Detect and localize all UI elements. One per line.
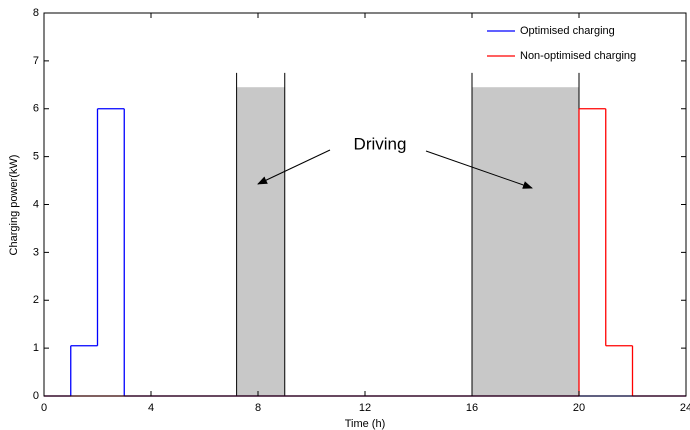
arrow	[257, 149, 331, 185]
y-tick-label: 5	[33, 151, 39, 163]
y-tick-label: 2	[33, 294, 39, 306]
arrow	[425, 150, 533, 189]
x-tick-label: 12	[359, 402, 371, 414]
y-tick-label: 0	[33, 390, 39, 402]
y-axis-label: Charging power(kW)	[8, 155, 20, 256]
y-tick-label: 4	[33, 198, 39, 210]
driving-region	[236, 87, 285, 397]
y-tick-label: 8	[33, 7, 39, 19]
legend-label: Non-optimised charging	[520, 50, 636, 62]
x-tick-label: 8	[255, 402, 261, 414]
driving-region	[472, 87, 579, 397]
legend-label: Optimised charging	[520, 25, 615, 37]
x-tick-label: 0	[41, 402, 47, 414]
x-tick-label: 20	[573, 402, 585, 414]
x-tick-label: 4	[148, 402, 154, 414]
y-tick-label: 1	[33, 342, 39, 354]
y-tick-label: 6	[33, 103, 39, 115]
legend: Optimised charging Non-optimised charging	[487, 25, 636, 62]
axes-box	[43, 12, 687, 397]
y-tick-label: 7	[33, 55, 39, 67]
regions	[236, 72, 580, 397]
x-tick-label: 16	[466, 402, 478, 414]
y-tick-label: 3	[33, 246, 39, 258]
x-axis-label: Time (h)	[345, 418, 386, 430]
x-tick-label: 24	[680, 402, 690, 414]
annotation: Driving	[354, 134, 407, 153]
